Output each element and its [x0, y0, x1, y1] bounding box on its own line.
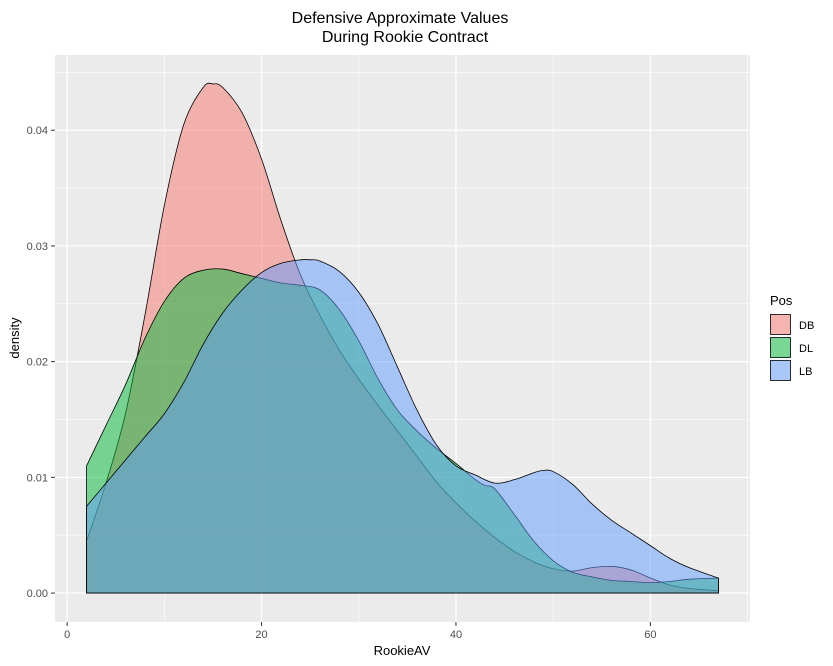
chart-title-line1: Defensive Approximate Values: [292, 10, 509, 27]
density-areas: [86, 82, 719, 594]
y-axis-title: density: [7, 317, 22, 359]
x-axis-title: RookieAV: [374, 643, 431, 658]
y-tick-label: 0.03: [27, 241, 48, 253]
x-tick-label: 0: [64, 629, 70, 641]
y-tick-label: 0.02: [27, 357, 48, 369]
axes: 0 20 40 60 0.00 0.01 0.02 0.03 0.04: [27, 125, 657, 641]
legend-label-db: DB: [799, 320, 814, 332]
y-tick-label: 0.01: [27, 472, 48, 484]
legend: Pos DB DL LB: [770, 293, 814, 381]
x-tick-label: 60: [644, 629, 656, 641]
legend-swatch-lb: [770, 360, 791, 381]
x-tick-label: 20: [255, 629, 267, 641]
legend-swatch-db: [770, 314, 791, 335]
density-area-lb: [86, 259, 719, 594]
y-tick-label: 0.04: [27, 125, 48, 137]
x-tick-label: 40: [450, 629, 462, 641]
legend-label-dl: DL: [799, 343, 813, 355]
chart-title-line2: During Rookie Contract: [322, 29, 489, 46]
legend-label-lb: LB: [799, 366, 812, 378]
legend-title: Pos: [770, 293, 793, 308]
y-tick-label: 0.00: [27, 588, 48, 600]
legend-swatch-dl: [770, 337, 791, 358]
